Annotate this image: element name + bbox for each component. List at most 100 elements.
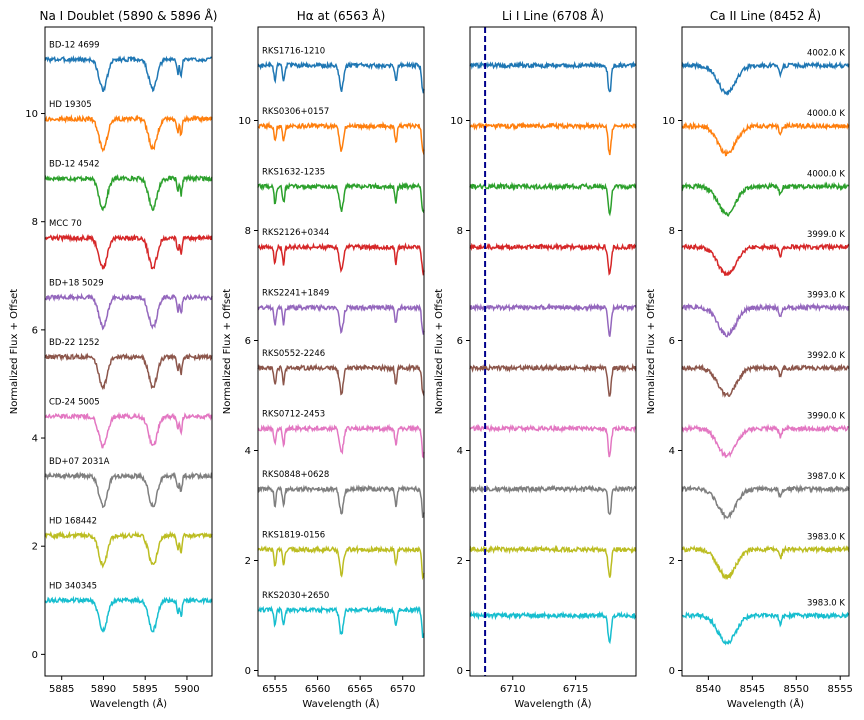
y-tick-label: 10	[450, 116, 463, 127]
axes-frame	[257, 26, 425, 677]
series-label: RKS2126+0344	[262, 228, 329, 238]
series-label: BD-12 4699	[49, 40, 100, 50]
spectrum-line	[469, 302, 637, 337]
spectrum-line	[257, 423, 425, 460]
y-axis-label: Normalized Flux + Offset	[9, 289, 20, 415]
series-label: BD+07 2031A	[49, 457, 110, 467]
y-tick-label: 6	[32, 325, 38, 336]
axes-frame	[681, 26, 850, 677]
spectrum-line	[469, 544, 637, 578]
y-tick-label: 2	[32, 542, 38, 553]
spectrum-line	[44, 411, 213, 449]
spectrum-line	[44, 471, 213, 509]
series-label: RKS2241+1849	[262, 289, 329, 299]
panel-4: 8540 8545 8550 8555 0 2 4 6 8 10 4002.0 K 4000.0 K 4…	[646, 8, 853, 710]
y-tick-label: 10	[238, 116, 251, 127]
spectrum-line	[44, 54, 213, 93]
axes-frame	[44, 26, 213, 677]
y-tick-label: 2	[669, 556, 675, 567]
y-tick-label: 0	[669, 666, 675, 677]
y-tick-label: 4	[457, 446, 463, 457]
panel-3: 6710 6715 0 2 4 6 8 10 Li I Line (6708 Å) Wavelen…	[434, 8, 637, 710]
series-label: 3993.0 K	[807, 291, 845, 301]
series-label: HD 340345	[49, 581, 97, 591]
axes-frame	[469, 26, 637, 677]
x-tick-label: 6715	[563, 684, 588, 695]
panel-title: Hα at (6563 Å)	[297, 8, 386, 23]
y-tick-label: 4	[245, 446, 251, 457]
spectrum-line	[681, 423, 850, 458]
series-label: 3999.0 K	[807, 230, 845, 240]
y-tick-label: 2	[245, 556, 251, 567]
spectrum-line	[469, 610, 637, 645]
series-label: RKS0306+0157	[262, 107, 329, 117]
spectrum-line	[44, 233, 213, 270]
spectrum-line	[257, 303, 425, 335]
x-tick-label: 6565	[347, 684, 372, 695]
series-label: RKS0552-2246	[262, 349, 325, 359]
series-label: RKS1632-1235	[262, 168, 325, 178]
spectrum-line	[469, 60, 637, 93]
series-label: 3987.0 K	[807, 472, 845, 482]
y-tick-label: 0	[457, 666, 463, 677]
x-tick-label: 8545	[740, 684, 765, 695]
y-tick-label: 0	[245, 666, 251, 677]
series-label: BD+18 5029	[49, 278, 104, 288]
spectrum-line	[681, 181, 850, 217]
spectrum-line	[44, 352, 213, 391]
series-label: RKS0712-2453	[262, 410, 325, 420]
spectrum-line	[681, 611, 850, 646]
series-label: RKS2030+2650	[262, 591, 329, 601]
spectrum-line	[469, 181, 637, 217]
spectrum-line	[257, 60, 425, 94]
y-tick-label: 8	[669, 226, 675, 237]
series-label: MCC 70	[49, 219, 82, 229]
panel-title: Ca II Line (8452 Å)	[710, 8, 821, 23]
series-label: CD-24 5005	[49, 397, 100, 407]
y-axis-label: Normalized Flux + Offset	[222, 289, 233, 415]
series-label: RKS1819-0156	[262, 531, 325, 541]
spectrum-line	[469, 484, 637, 516]
x-tick-label: 5885	[49, 684, 74, 695]
x-tick-label: 5890	[91, 684, 116, 695]
y-axis-label: Normalized Flux + Offset	[434, 289, 445, 415]
y-axis-label: Normalized Flux + Offset	[646, 289, 657, 415]
series-label: 3990.0 K	[807, 412, 845, 422]
series-label: HD 168442	[49, 516, 97, 526]
series-label: 4000.0 K	[807, 170, 845, 180]
spectrum-line	[681, 242, 850, 277]
y-tick-label: 8	[32, 217, 38, 228]
panel-title: Na I Doublet (5890 & 5896 Å)	[40, 8, 218, 23]
x-tick-label: 5900	[174, 684, 199, 695]
y-tick-label: 6	[245, 336, 251, 347]
spectrum-line	[681, 60, 850, 96]
x-tick-label: 6555	[262, 684, 287, 695]
panel-2: 6555 6560 6565 6570 0 2 4 6 8 10 RKS1716-1210 RKS03…	[222, 8, 425, 710]
y-tick-label: 8	[245, 226, 251, 237]
x-axis-label: Wavelength (Å)	[514, 697, 591, 710]
y-tick-label: 6	[669, 336, 675, 347]
series-label: HD 19305	[49, 100, 92, 110]
y-tick-label: 6	[457, 336, 463, 347]
y-tick-label: 8	[457, 226, 463, 237]
spectrum-line	[44, 173, 213, 212]
series-label: RKS0848+0628	[262, 470, 329, 480]
spectrum-line	[469, 423, 637, 458]
spectrum-line	[469, 242, 637, 276]
y-tick-label: 4	[32, 434, 38, 445]
spectrum-line	[681, 544, 850, 580]
spectrum-line	[257, 121, 425, 156]
panel-title: Li I Line (6708 Å)	[502, 8, 604, 23]
spectrum-line	[257, 242, 425, 276]
x-tick-label: 8555	[827, 684, 852, 695]
series-label: BD-12 4542	[49, 159, 100, 169]
spectrum-line	[44, 292, 213, 331]
spectrum-line	[257, 484, 425, 519]
series-label: 4002.0 K	[807, 49, 845, 59]
series-label: 3992.0 K	[807, 351, 845, 361]
spectrum-line	[681, 363, 850, 398]
spectrum-line	[44, 114, 213, 153]
series-label: 3983.0 K	[807, 533, 845, 543]
x-tick-label: 6710	[500, 684, 525, 695]
y-tick-label: 0	[32, 650, 38, 661]
